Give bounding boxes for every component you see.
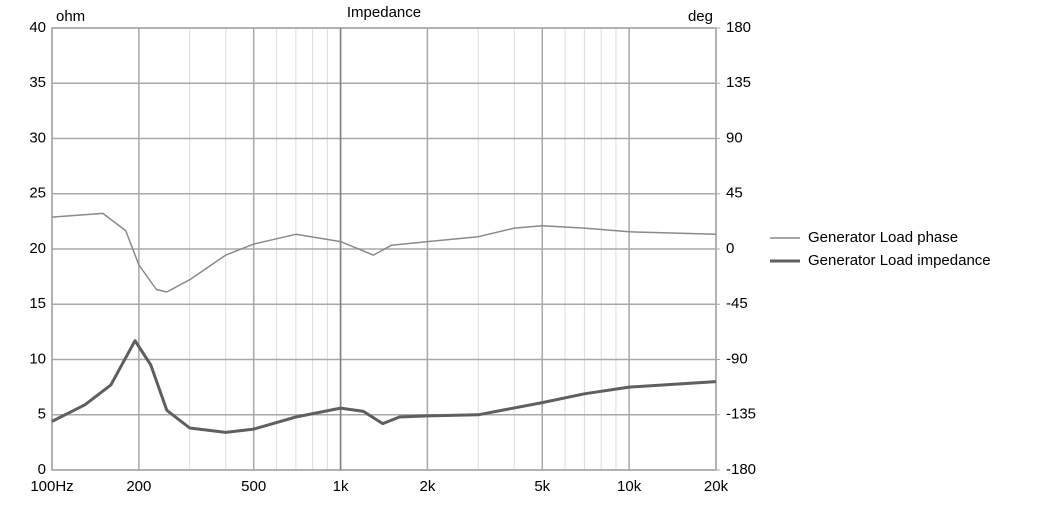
y2-tick-label: 135 <box>726 74 751 91</box>
x-tick-label: 200 <box>126 478 151 495</box>
series-line <box>51 212 717 293</box>
y-tick-label: 5 <box>38 406 46 423</box>
y2-tick-label: 45 <box>726 185 743 202</box>
x-tick-label: 10k <box>617 478 642 495</box>
chart-title: Impedance <box>347 4 421 21</box>
y-tick-label: 30 <box>29 129 46 146</box>
series-line <box>51 339 717 434</box>
y2-tick-label: 180 <box>726 19 751 36</box>
legend-label: Generator Load phase <box>808 229 958 246</box>
y2-tick-label: -90 <box>726 350 748 367</box>
x-tick-label: 1k <box>333 478 349 495</box>
y2-tick-label: -135 <box>726 406 756 423</box>
x-tick-label: 2k <box>420 478 436 495</box>
y-tick-label: 15 <box>29 295 46 312</box>
x-tick-label: 5k <box>534 478 550 495</box>
y-tick-label: 10 <box>29 350 46 367</box>
y-tick-label: 35 <box>29 74 46 91</box>
y2-tick-label: -45 <box>726 295 748 312</box>
y-axis-label: ohm <box>56 8 85 25</box>
y-tick-label: 0 <box>38 461 46 478</box>
y2-tick-label: 90 <box>726 129 743 146</box>
y2-tick-label: -180 <box>726 461 756 478</box>
y-tick-label: 20 <box>29 240 46 257</box>
y2-axis-label: deg <box>688 8 713 25</box>
y2-tick-label: 0 <box>726 240 734 257</box>
legend-label: Generator Load impedance <box>808 252 991 269</box>
x-tick-label: 100Hz <box>30 478 73 495</box>
y-tick-label: 25 <box>29 185 46 202</box>
y-tick-label: 40 <box>29 19 46 36</box>
x-tick-label: 500 <box>241 478 266 495</box>
x-tick-label: 20k <box>704 478 729 495</box>
plot-frame <box>51 27 717 471</box>
